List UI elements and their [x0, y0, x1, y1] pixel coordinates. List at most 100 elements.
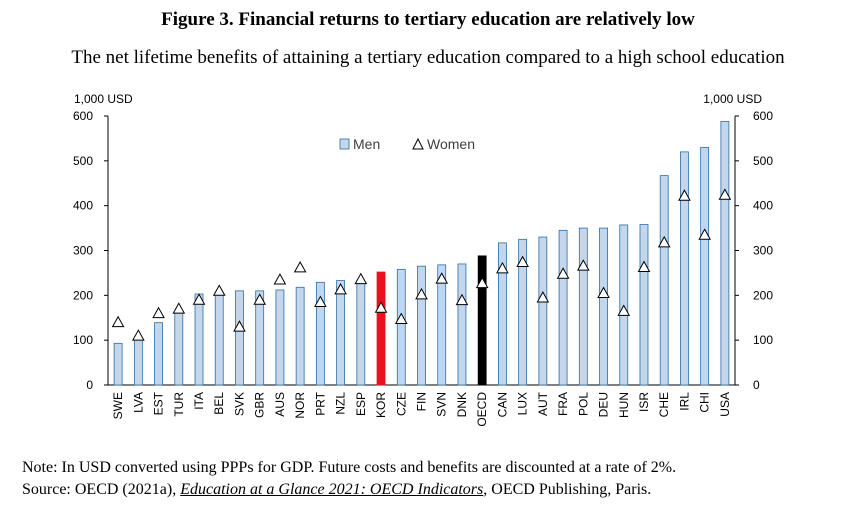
y-tick-label-left: 300	[73, 244, 93, 258]
bar-men-pol	[578, 227, 588, 386]
x-tick-label-che: CHE	[657, 392, 671, 417]
bar-men-can	[498, 242, 507, 386]
x-tick-label-nor: NOR	[293, 392, 307, 419]
bar-men-gbr	[255, 290, 265, 386]
marker-women-chi	[698, 228, 712, 240]
marker-women-ita	[192, 293, 206, 305]
marker-women-cze	[394, 312, 408, 324]
bar-men-prt	[315, 281, 325, 386]
marker-women-nor	[293, 261, 307, 273]
x-tick-label-lva: LVA	[131, 392, 145, 413]
bar-men-esp	[356, 280, 366, 386]
x-tick-label-lux: LUX	[516, 392, 530, 415]
y-tick-label-right: 500	[753, 154, 773, 168]
x-tick-label-swe: SWE	[111, 392, 125, 419]
legend-men-label: Men	[353, 136, 380, 152]
bar-chart: 0 0 100 100 200 200 300 300 400 400 500 500 600 600 1,…	[73, 92, 773, 427]
y-tick-label-left: 100	[73, 333, 93, 347]
marker-women-dnk	[455, 293, 469, 306]
marker-women-can	[496, 261, 509, 274]
x-tick-label-kor: KOR	[374, 392, 388, 418]
marker-women-che	[657, 235, 671, 248]
y-tick-label-right: 400	[753, 199, 773, 213]
source-title-link[interactable]: Education at a Glance 2021: OECD Indicat…	[180, 481, 484, 498]
marker-women-tur	[172, 302, 186, 314]
chart-source: Source: OECD (2021a), Education at a Gla…	[22, 481, 852, 499]
marker-women-swe	[111, 315, 125, 328]
marker-women-deu	[597, 286, 610, 298]
bar-men-svn	[437, 264, 447, 386]
x-tick-label-fin: FIN	[415, 392, 429, 411]
bar-men-fra	[558, 229, 568, 386]
marker-women-gbr	[253, 293, 267, 305]
x-tick-label-ita: ITA	[192, 392, 206, 410]
legend-women-marker	[412, 137, 424, 150]
marker-women-svn	[435, 272, 449, 284]
bar-men-cze	[396, 268, 406, 386]
bar-men-lux	[518, 238, 528, 386]
marker-women-bel	[212, 284, 226, 296]
x-tick-label-dnk: DNK	[455, 392, 469, 417]
chart-subtitle: The net lifetime benefits of attaining a…	[71, 47, 785, 68]
x-tick-label-aus: AUS	[273, 392, 287, 417]
marker-women-prt	[314, 295, 327, 307]
x-tick-label-oecd: OECD	[475, 392, 489, 427]
marker-women-usa	[718, 188, 732, 200]
x-tick-label-fra: FRA	[556, 392, 570, 416]
x-tick-label-bel: BEL	[212, 392, 226, 415]
marker-women-aut	[536, 291, 550, 303]
y-tick-label-left: 600	[73, 109, 93, 123]
marker-women-aus	[273, 273, 287, 285]
x-tick-label-esp: ESP	[354, 392, 368, 416]
source-prefix: Source: OECD (2021a),	[22, 481, 181, 498]
bar-men-svk	[235, 290, 244, 386]
y-tick-label-right: 600	[753, 109, 773, 123]
bar-men-deu	[599, 227, 608, 386]
x-tick-label-irl: IRL	[677, 392, 691, 411]
marker-women-hun	[617, 304, 631, 316]
legend-women-label: Women	[427, 136, 475, 152]
bar-men-usa	[720, 120, 730, 386]
y-tick-label-right: 100	[753, 333, 773, 347]
marker-women-fin	[415, 287, 428, 300]
marker-women-esp	[354, 272, 368, 285]
y-tick-label-right: 0	[753, 378, 760, 392]
bar-men-irl	[680, 151, 689, 386]
bar-men-kor	[376, 271, 386, 386]
bar-men-tur	[174, 311, 184, 386]
x-tick-label-hun: HUN	[617, 392, 631, 418]
x-tick-label-pol: POL	[576, 392, 590, 416]
y-tick-label-left: 500	[73, 154, 93, 168]
source-suffix: , OECD Publishing, Paris.	[483, 481, 652, 498]
x-tick-label-gbr: GBR	[253, 392, 267, 418]
bar-men-ita	[194, 293, 204, 386]
marker-women-nzl	[334, 282, 347, 295]
y-tick-label-left: 400	[73, 199, 93, 213]
x-tick-label-usa: USA	[718, 392, 732, 417]
x-tick-label-aut: AUT	[536, 391, 550, 416]
y-tick-label-right: 200	[753, 288, 773, 302]
marker-women-pol	[576, 259, 590, 271]
marker-women-irl	[678, 189, 691, 201]
x-tick-label-cze: CZE	[394, 392, 408, 416]
marker-women-lva	[131, 329, 145, 341]
right-axis-unit-label: 1,000 USD	[703, 92, 762, 106]
bar-men-isr	[639, 224, 649, 386]
bar-men-swe	[113, 342, 123, 386]
legend-men-swatch	[339, 138, 350, 150]
bar-men-dnk	[457, 263, 467, 386]
bar-men-nor	[295, 286, 305, 386]
marker-women-lux	[516, 255, 529, 268]
bar-men-lva	[133, 338, 143, 386]
marker-women-fra	[556, 267, 570, 279]
bar-men-est	[154, 322, 163, 386]
bar-men-che	[659, 175, 669, 386]
y-tick-label-left: 0	[86, 378, 93, 392]
bar-men-chi	[700, 146, 710, 386]
x-tick-label-prt: PRT	[313, 391, 327, 415]
x-tick-label-est: EST	[152, 391, 166, 415]
marker-women-est	[152, 306, 165, 319]
marker-women-isr	[637, 260, 651, 272]
bar-men-aut	[538, 236, 548, 386]
bar-men-oecd	[477, 255, 487, 386]
